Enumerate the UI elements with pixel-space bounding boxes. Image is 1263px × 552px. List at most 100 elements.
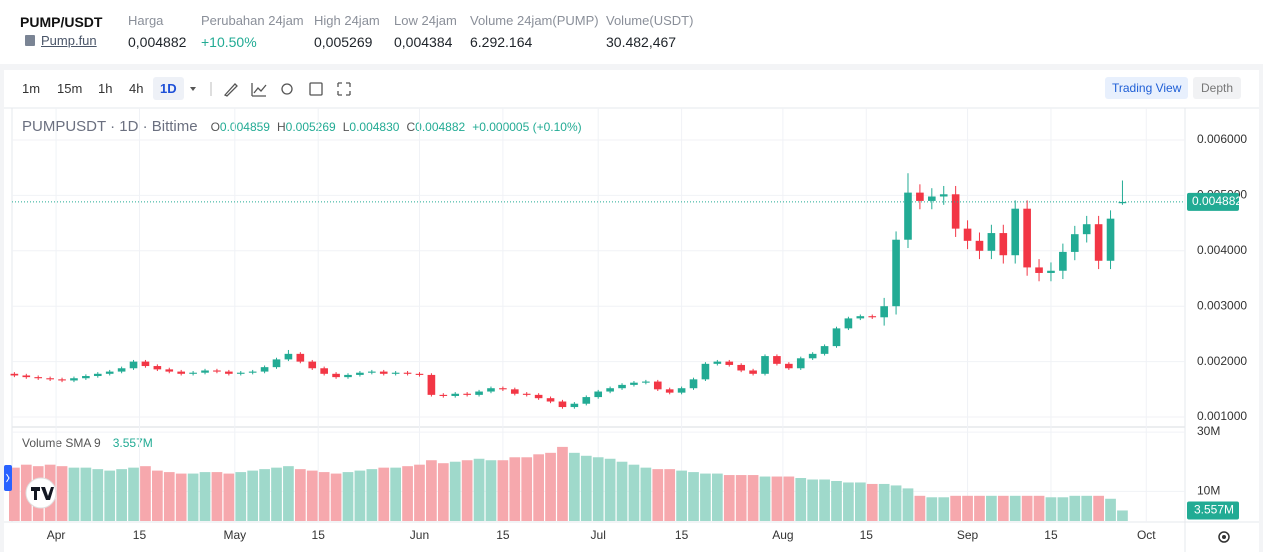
draw-icon[interactable] bbox=[223, 83, 238, 97]
save-icon[interactable] bbox=[309, 82, 323, 96]
plot: Apr 15 May 15 Jun 15 Jul 15 Aug 15 Sep 15 Oct 0.00100… bbox=[9, 108, 1247, 542]
volume-bar bbox=[414, 464, 425, 521]
toolbar-icons bbox=[190, 82, 351, 97]
volume-bar bbox=[592, 457, 604, 521]
volume-bar bbox=[997, 495, 1009, 521]
stat-label: Perubahan 24jam bbox=[201, 13, 304, 28]
candle-body bbox=[522, 393, 531, 395]
volume-bar bbox=[1033, 495, 1045, 521]
candle-body bbox=[1070, 234, 1079, 252]
ohlc-value: 0.005269 bbox=[285, 120, 336, 134]
candle-body bbox=[677, 388, 686, 393]
candle-body bbox=[46, 378, 54, 380]
settings-icon[interactable] bbox=[281, 83, 293, 95]
fullscreen-icon[interactable] bbox=[337, 82, 351, 96]
interval-button[interactable]: 1h bbox=[98, 81, 113, 96]
candle-body bbox=[713, 361, 722, 364]
candle-body bbox=[808, 353, 817, 359]
candle-body bbox=[594, 391, 603, 398]
interval-button-active[interactable]: 1D bbox=[153, 77, 184, 100]
volume-bar bbox=[676, 470, 687, 521]
volume-bar bbox=[569, 452, 580, 521]
side-tab[interactable] bbox=[4, 465, 12, 491]
candle-body bbox=[534, 394, 543, 399]
y-tick-label: 0.004000 bbox=[1197, 243, 1247, 257]
candle-body bbox=[582, 397, 591, 404]
volume-bar bbox=[723, 475, 735, 521]
candle-body bbox=[356, 372, 364, 375]
x-tick-label: 15 bbox=[312, 528, 326, 542]
volume-bar bbox=[9, 467, 20, 521]
candle-body bbox=[844, 318, 853, 329]
interval-button[interactable]: 15m bbox=[57, 81, 83, 96]
volume-bar bbox=[306, 470, 318, 521]
volume-bar bbox=[390, 467, 402, 521]
interval-button[interactable]: 4h bbox=[129, 81, 144, 96]
volume-bar bbox=[342, 472, 354, 521]
volume-bar bbox=[128, 467, 139, 521]
candle-body bbox=[951, 194, 960, 229]
candle-body bbox=[165, 369, 174, 372]
volume-bar bbox=[509, 457, 521, 521]
volume-bar bbox=[628, 464, 640, 521]
volume-bar bbox=[652, 469, 664, 521]
candle-body bbox=[320, 368, 328, 374]
volume-bar bbox=[747, 475, 759, 521]
x-tick-label: Apr bbox=[47, 528, 66, 542]
stat-value: 6.292.164 bbox=[470, 34, 533, 50]
candle-body bbox=[82, 376, 90, 379]
candle-body bbox=[58, 379, 66, 381]
view-button-active[interactable]: Trading View bbox=[1105, 77, 1189, 99]
pair: PUMP/USDT bbox=[20, 14, 103, 30]
candle-body bbox=[308, 361, 317, 369]
source-link[interactable]: Pump.fun bbox=[41, 33, 97, 48]
volume-bar bbox=[223, 473, 235, 521]
indicator-icon[interactable] bbox=[251, 83, 267, 97]
x-tick-label: Jul bbox=[591, 528, 606, 542]
volume-bar bbox=[402, 466, 413, 521]
candle-body bbox=[451, 393, 460, 396]
source-icon bbox=[25, 35, 35, 46]
candle-body bbox=[606, 388, 614, 392]
stat-value: 30.482,467 bbox=[606, 34, 677, 50]
candle-body bbox=[737, 364, 745, 371]
candle-body bbox=[1059, 251, 1067, 271]
volume-bar bbox=[294, 469, 306, 521]
y-tick-label: 0.001000 bbox=[1197, 409, 1247, 423]
ohlc-label: C bbox=[406, 120, 416, 134]
interval-button[interactable]: 1m bbox=[22, 81, 41, 96]
volume-bar bbox=[914, 495, 926, 521]
candle-body bbox=[236, 372, 245, 374]
y-tick-label: 0.002000 bbox=[1197, 354, 1247, 368]
volume-bar bbox=[318, 472, 330, 521]
view-button[interactable]: Depth bbox=[1193, 77, 1242, 99]
y-tick-label: 0.003000 bbox=[1197, 298, 1247, 312]
volume-bar bbox=[700, 473, 711, 521]
tv-logo[interactable] bbox=[25, 477, 57, 509]
volume-bar bbox=[163, 472, 175, 521]
volume-legend: Volume SMA 9 3.557M bbox=[22, 436, 153, 450]
volume-bar bbox=[890, 485, 902, 521]
dropdown-arrow[interactable] bbox=[190, 87, 196, 91]
volume-bar bbox=[1057, 497, 1069, 521]
candle-body bbox=[558, 401, 567, 408]
x-tick-label: May bbox=[223, 528, 246, 542]
x-tick-label: 15 bbox=[675, 528, 689, 542]
volume-bar bbox=[68, 467, 80, 521]
volume-bar bbox=[1105, 498, 1116, 521]
axis-settings[interactable] bbox=[1218, 531, 1230, 543]
volume-bar bbox=[437, 463, 449, 521]
volume-bar bbox=[521, 457, 533, 521]
candle-body bbox=[213, 370, 221, 372]
volume-bar bbox=[664, 469, 676, 521]
candle-body bbox=[272, 359, 281, 368]
volume-bar bbox=[533, 454, 544, 521]
ohlc: O0.004859 bbox=[211, 120, 270, 134]
candle-body bbox=[332, 373, 340, 378]
candle-body bbox=[856, 316, 865, 319]
candle-body bbox=[487, 388, 495, 392]
candle-body bbox=[403, 372, 412, 374]
volume-bar bbox=[843, 482, 854, 521]
volume-bar bbox=[854, 482, 866, 521]
candle-body bbox=[939, 194, 948, 197]
